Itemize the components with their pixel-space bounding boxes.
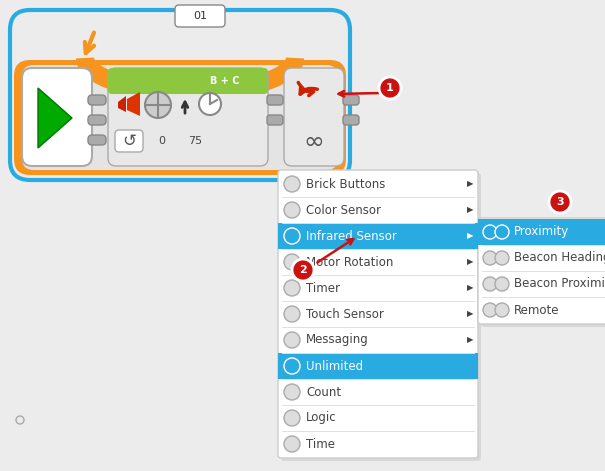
Text: Messaging: Messaging bbox=[306, 333, 369, 347]
FancyBboxPatch shape bbox=[284, 68, 344, 166]
Text: Beacon Proximity: Beacon Proximity bbox=[514, 277, 605, 291]
Circle shape bbox=[483, 277, 497, 291]
FancyBboxPatch shape bbox=[115, 130, 143, 152]
Text: Color Sensor: Color Sensor bbox=[306, 203, 381, 217]
Text: 75: 75 bbox=[188, 136, 202, 146]
Circle shape bbox=[199, 93, 221, 115]
Circle shape bbox=[284, 280, 300, 296]
FancyBboxPatch shape bbox=[88, 95, 106, 105]
FancyBboxPatch shape bbox=[22, 65, 338, 170]
FancyBboxPatch shape bbox=[22, 68, 92, 166]
Text: 1: 1 bbox=[386, 83, 394, 93]
Text: Logic: Logic bbox=[306, 412, 336, 424]
Polygon shape bbox=[118, 96, 126, 112]
Text: Timer: Timer bbox=[306, 282, 340, 294]
FancyBboxPatch shape bbox=[278, 223, 478, 249]
FancyBboxPatch shape bbox=[278, 170, 478, 458]
FancyBboxPatch shape bbox=[478, 218, 605, 324]
Text: 0: 0 bbox=[159, 136, 166, 146]
Circle shape bbox=[495, 303, 509, 317]
Text: 01: 01 bbox=[193, 11, 207, 21]
FancyBboxPatch shape bbox=[481, 221, 605, 327]
Text: 2: 2 bbox=[299, 265, 307, 275]
Text: ▶: ▶ bbox=[466, 335, 473, 344]
FancyBboxPatch shape bbox=[88, 135, 106, 145]
Circle shape bbox=[483, 303, 497, 317]
Text: Infrared Sensor: Infrared Sensor bbox=[306, 229, 397, 243]
Text: ▶: ▶ bbox=[466, 258, 473, 267]
FancyBboxPatch shape bbox=[14, 60, 346, 175]
Circle shape bbox=[284, 358, 300, 374]
Circle shape bbox=[284, 384, 300, 400]
Text: ▶: ▶ bbox=[466, 309, 473, 318]
Text: Touch Sensor: Touch Sensor bbox=[306, 308, 384, 320]
Text: ▶: ▶ bbox=[466, 232, 473, 241]
FancyBboxPatch shape bbox=[343, 95, 359, 105]
Text: Brick Buttons: Brick Buttons bbox=[306, 178, 385, 190]
Text: Time: Time bbox=[306, 438, 335, 450]
Circle shape bbox=[483, 251, 497, 265]
Circle shape bbox=[284, 332, 300, 348]
Circle shape bbox=[284, 254, 300, 270]
FancyBboxPatch shape bbox=[108, 68, 268, 166]
Text: Proximity: Proximity bbox=[514, 226, 569, 238]
Text: Motor Rotation: Motor Rotation bbox=[306, 255, 393, 268]
Text: Remote: Remote bbox=[514, 303, 560, 317]
Text: 3: 3 bbox=[556, 197, 564, 207]
Circle shape bbox=[284, 228, 300, 244]
Circle shape bbox=[483, 225, 497, 239]
Text: Beacon Heading: Beacon Heading bbox=[514, 252, 605, 265]
FancyBboxPatch shape bbox=[278, 353, 478, 379]
Polygon shape bbox=[127, 92, 140, 116]
Circle shape bbox=[145, 92, 171, 118]
Circle shape bbox=[284, 410, 300, 426]
Circle shape bbox=[284, 306, 300, 322]
FancyBboxPatch shape bbox=[343, 115, 359, 125]
Circle shape bbox=[284, 436, 300, 452]
Text: ↺: ↺ bbox=[122, 132, 136, 150]
FancyBboxPatch shape bbox=[478, 219, 605, 245]
FancyBboxPatch shape bbox=[267, 95, 283, 105]
Text: Unlimited: Unlimited bbox=[306, 359, 363, 373]
FancyBboxPatch shape bbox=[88, 115, 106, 125]
Polygon shape bbox=[38, 88, 72, 148]
FancyBboxPatch shape bbox=[267, 115, 283, 125]
Text: ▶: ▶ bbox=[466, 284, 473, 292]
Text: ∞: ∞ bbox=[304, 130, 324, 154]
FancyBboxPatch shape bbox=[281, 173, 481, 461]
Circle shape bbox=[495, 277, 509, 291]
Circle shape bbox=[495, 225, 509, 239]
FancyBboxPatch shape bbox=[175, 5, 225, 27]
Text: Count: Count bbox=[306, 385, 341, 398]
Circle shape bbox=[292, 259, 314, 281]
Circle shape bbox=[549, 191, 571, 213]
Text: B + C: B + C bbox=[211, 76, 240, 86]
Circle shape bbox=[495, 251, 509, 265]
Circle shape bbox=[284, 202, 300, 218]
Circle shape bbox=[379, 77, 401, 99]
FancyBboxPatch shape bbox=[108, 68, 268, 94]
Circle shape bbox=[284, 176, 300, 192]
Text: ▶: ▶ bbox=[466, 205, 473, 214]
Text: ▶: ▶ bbox=[466, 179, 473, 188]
